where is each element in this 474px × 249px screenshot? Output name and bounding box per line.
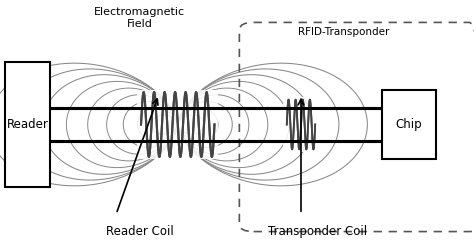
Text: Chip: Chip [395, 118, 422, 131]
Bar [283, 97, 319, 152]
Text: Electromagnetic
Field: Electromagnetic Field [94, 7, 185, 29]
Text: RFID-Transponder: RFID-Transponder [298, 27, 389, 37]
Bar [382, 90, 436, 159]
Bar [5, 62, 50, 187]
Text: Reader: Reader [7, 118, 48, 131]
Text: Transponder Coil: Transponder Coil [268, 225, 367, 238]
Text: Reader Coil: Reader Coil [106, 225, 173, 238]
Bar [137, 90, 218, 159]
